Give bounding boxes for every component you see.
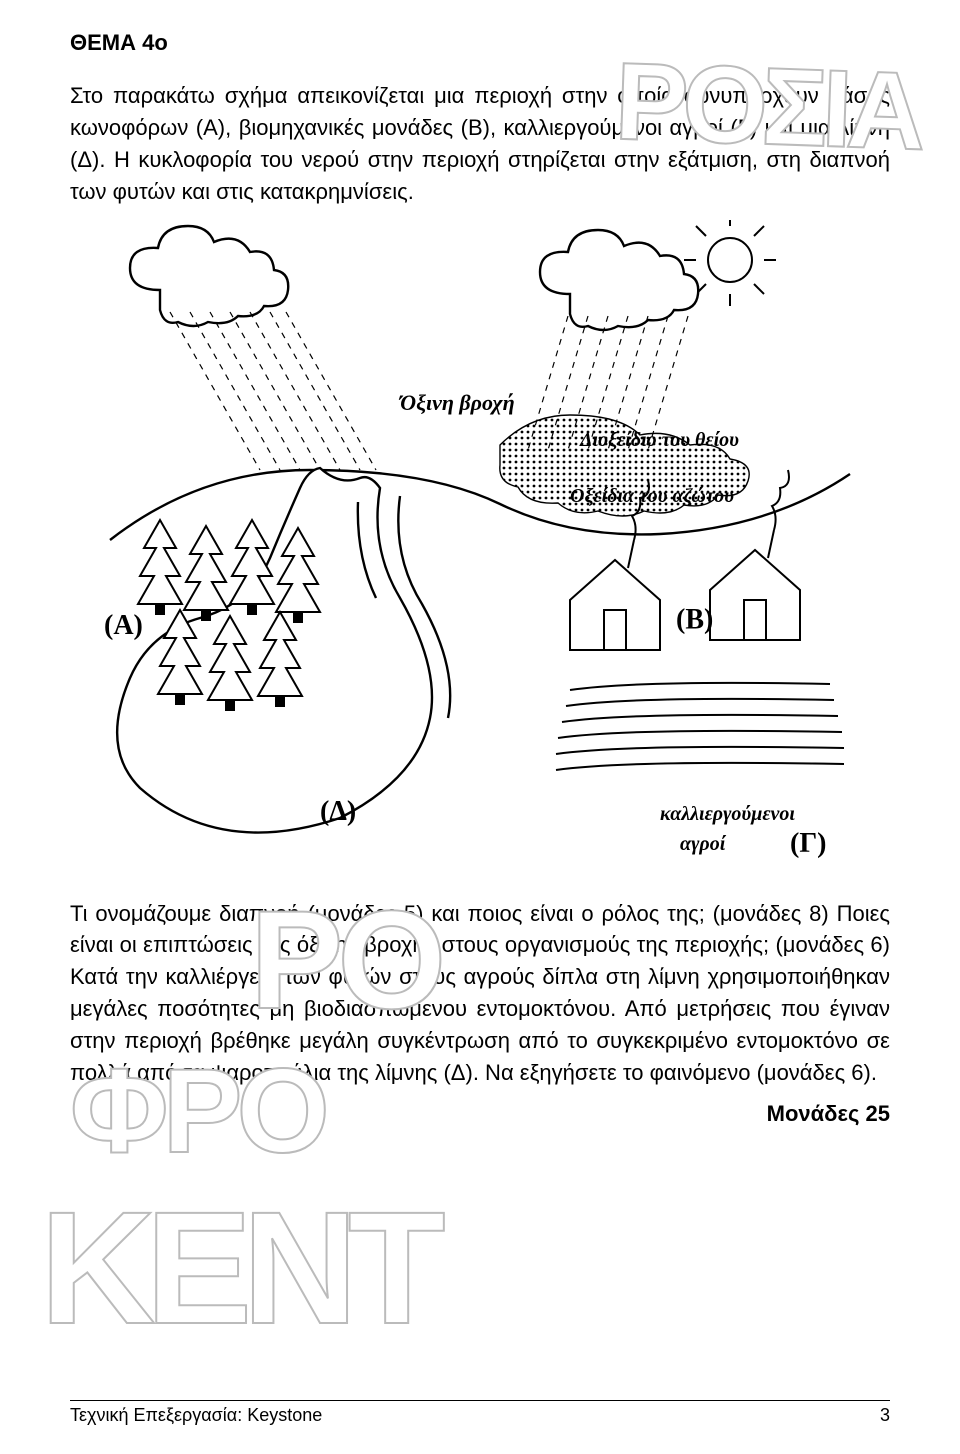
points-label: Μονάδες 25 [70, 1101, 890, 1127]
marker-d: (Δ) [320, 796, 356, 827]
watermark-big: ΚΕΝΤ [40, 1200, 436, 1336]
rain-left [170, 312, 376, 470]
fields-g [556, 682, 844, 769]
marker-a: (Α) [104, 610, 143, 641]
intro-paragraph: Στο παρακάτω σχήμα απεικονίζεται μια περ… [70, 80, 890, 208]
label-fields-1: καλλιεργούμενοι [660, 803, 795, 825]
question-paragraph: Τι ονομάζουμε διαπνοή (μονάδες 5) και πο… [70, 898, 890, 1089]
marker-b: (Β) [676, 604, 713, 635]
environment-diagram: Όξινη βροχή Διοξείδιο του θείου Οξείδια … [100, 220, 860, 880]
page-footer: Τεχνική Επεξεργασία: Keystone 3 [70, 1400, 890, 1426]
label-fields-2: αγροί [680, 833, 727, 855]
footer-left: Τεχνική Επεξεργασία: Keystone [70, 1405, 322, 1426]
marker-g: (Γ) [790, 828, 826, 859]
cloud-right-icon [540, 230, 698, 330]
label-acid-rain: Όξινη βροχή [398, 390, 515, 415]
topic-heading: ΘΕΜΑ 4ο [70, 30, 890, 56]
diagram-container: Όξινη βροχή Διοξείδιο του θείου Οξείδια … [70, 220, 890, 880]
footer-page-number: 3 [880, 1405, 890, 1426]
cloud-left-icon [130, 226, 288, 326]
label-nox: Οξείδια του αζώτου [570, 485, 734, 507]
label-so2: Διοξείδιο του θείου [579, 429, 739, 451]
